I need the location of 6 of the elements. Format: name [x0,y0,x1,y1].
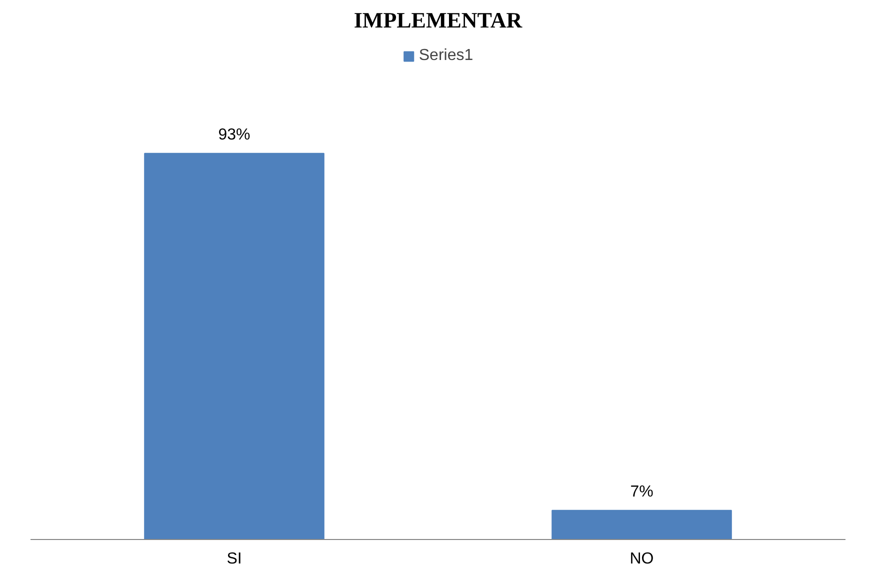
data-label: 93% [218,126,250,144]
legend-label: Series1 [418,47,474,65]
x-tick-label: NO [630,550,654,568]
x-tick-label: SI [226,550,242,568]
chart-title: IMPLEMENTAR [354,8,524,32]
data-label: 7% [630,483,654,500]
